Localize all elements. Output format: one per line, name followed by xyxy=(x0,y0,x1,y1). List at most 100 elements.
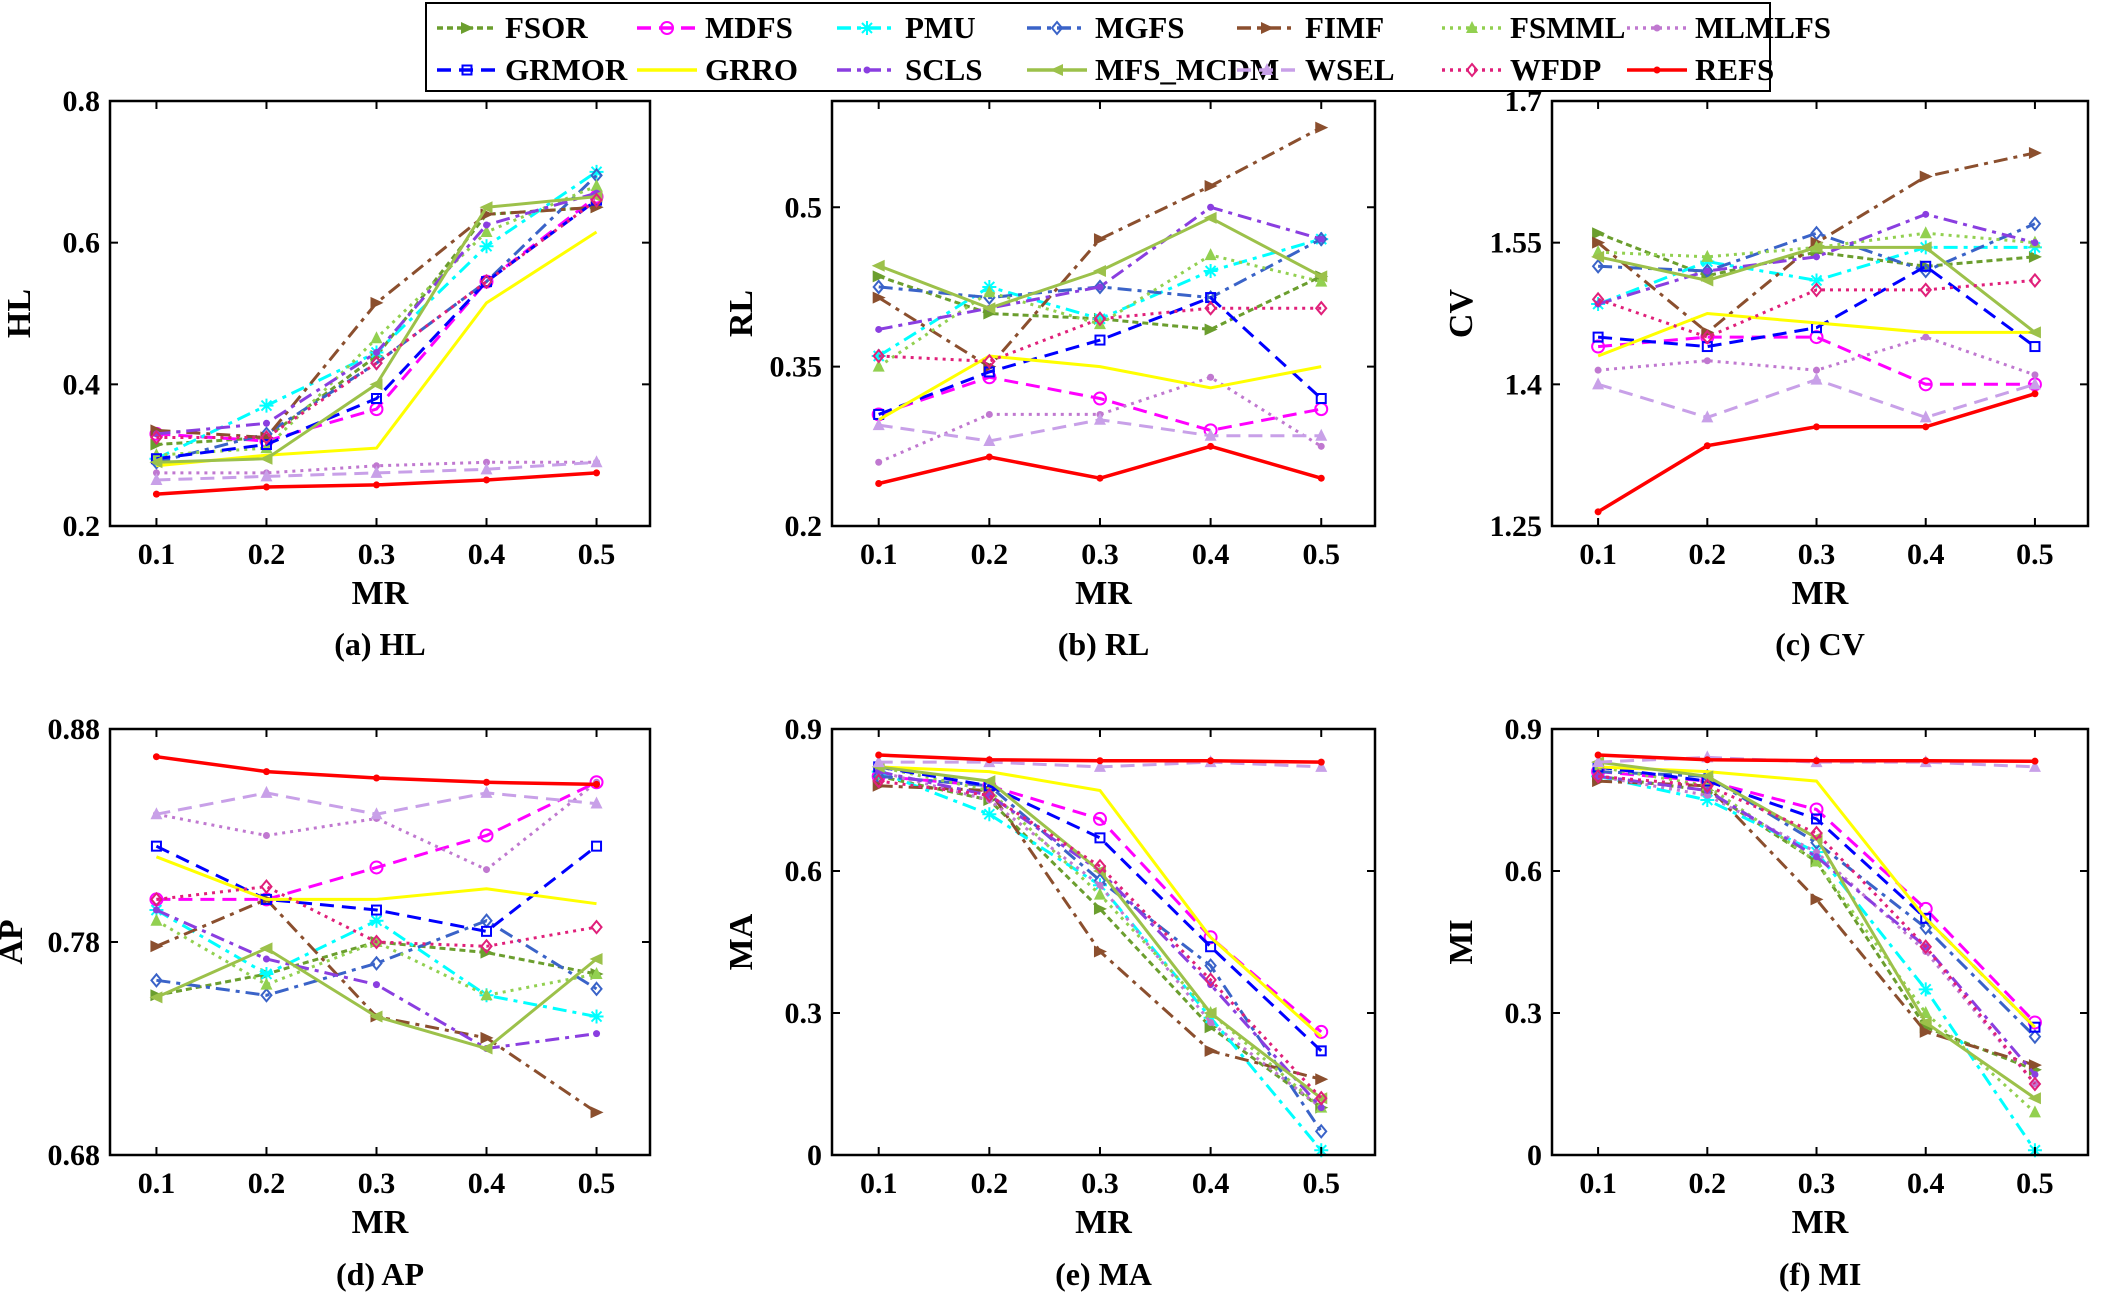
point-mlmlfs xyxy=(1922,333,1930,341)
point-grmor xyxy=(1205,941,1217,953)
point-scls xyxy=(1594,772,1602,780)
point-wsel xyxy=(590,796,603,809)
point-mfs_mcdm xyxy=(369,378,383,391)
y-tick-label: 0.9 xyxy=(785,713,823,746)
point-fimf xyxy=(1093,233,1107,246)
point-mfs_mcdm xyxy=(1203,1007,1217,1019)
point-wsel xyxy=(260,469,273,482)
point-grmor xyxy=(370,904,382,916)
point-wsel xyxy=(1810,372,1823,385)
y-tick-label: 0.2 xyxy=(63,510,101,543)
point-pmu xyxy=(479,239,494,254)
point-grmor xyxy=(591,840,603,852)
point-mfs_mcdm xyxy=(1700,770,1714,783)
point-mfs_mcdm xyxy=(1918,1016,1932,1029)
legend-swatch xyxy=(1627,24,1687,32)
legend-label: GRMOR xyxy=(505,52,628,87)
legend-item-scls: SCLS xyxy=(831,50,983,90)
legend-swatch xyxy=(437,22,497,34)
point-fimf xyxy=(590,1106,604,1119)
point-wfdp xyxy=(983,353,996,369)
point-scls xyxy=(1922,210,1930,218)
point-pmu xyxy=(259,966,274,981)
series-line-wfdp xyxy=(156,198,598,439)
point-refs xyxy=(875,751,883,759)
point-mfs_mcdm xyxy=(589,190,603,203)
point-mlmlfs xyxy=(1096,881,1104,889)
point-wfdp xyxy=(872,348,885,364)
series-line-fimf xyxy=(156,205,597,440)
point-fsmml xyxy=(590,966,603,979)
point-refs xyxy=(2031,390,2039,398)
x-axis-title: MR xyxy=(352,1204,409,1241)
legend-marker xyxy=(461,22,474,34)
chart-mi: 0.1 0.2 0.3 0.4 0.5 0 0.3 0.6 0.9 MR MI (f) MI xyxy=(1443,713,2090,1292)
point-scls xyxy=(262,955,270,963)
point-fsmml xyxy=(150,913,163,926)
point-wfdp xyxy=(1919,939,1933,955)
series-line-fsor xyxy=(1597,231,2036,278)
point-fimf xyxy=(370,296,384,309)
point-mfs_mcdm xyxy=(1591,250,1605,263)
y-axis-title: CV xyxy=(1443,289,1480,339)
y-tick-label: 0 xyxy=(807,1139,822,1172)
series-line-mgfs xyxy=(156,174,598,464)
point-wfdp xyxy=(480,274,493,290)
legend-item-wfdp: WFDP xyxy=(1436,50,1601,90)
point-grmor xyxy=(1094,832,1106,844)
point-wsel xyxy=(2028,759,2041,772)
point-fsmml xyxy=(872,359,885,372)
chart-hl: 0.1 0.2 0.3 0.4 0.5 0.2 0.4 0.6 0.8 MR HL (a) HL xyxy=(1,85,652,662)
point-mfs_mcdm xyxy=(2027,1092,2041,1105)
series-line-pmu xyxy=(878,770,1323,1152)
point-wsel xyxy=(1315,428,1328,441)
series-line-mlmlfs xyxy=(878,375,1322,464)
point-pmu xyxy=(1809,273,1824,288)
y-tick-label: 0.6 xyxy=(63,227,101,260)
point-mfs_mcdm xyxy=(982,302,996,315)
point-wfdp xyxy=(150,429,163,446)
legend: FSOR MDFS PMU MGFS FIMF FSMML MLMLFS GRMOR GRRO S… xyxy=(425,2,1831,92)
point-wfdp xyxy=(1591,768,1605,784)
point-mfs_mcdm xyxy=(982,775,996,788)
legend-item-fsor: FSOR xyxy=(431,8,588,48)
legend-swatch xyxy=(1627,66,1687,74)
series-line-mdfs xyxy=(156,195,598,443)
legend-swatch xyxy=(1237,22,1297,34)
legend-item-grro: GRRO xyxy=(631,50,798,90)
point-wfdp xyxy=(590,919,603,935)
point-mgfs xyxy=(150,972,163,988)
point-fimf xyxy=(1204,180,1218,192)
point-mfs_mcdm xyxy=(871,259,885,272)
y-tick-label: 0.6 xyxy=(785,855,823,888)
y-tick-label: 1.55 xyxy=(1490,227,1543,260)
series-group xyxy=(871,121,1329,487)
point-fimf xyxy=(1592,236,1606,249)
point-refs xyxy=(1922,423,1930,431)
x-tick-label: 0.5 xyxy=(578,538,616,571)
point-wfdp xyxy=(1204,972,1217,988)
series-line-grro xyxy=(878,765,1323,1038)
x-axis-title: MR xyxy=(1792,575,1849,612)
legend-marker xyxy=(1653,24,1661,32)
point-refs xyxy=(372,481,380,489)
y-tick-label: 0.9 xyxy=(1505,713,1543,746)
y-tick-label: 0.5 xyxy=(785,191,823,224)
series-group xyxy=(1591,750,2042,1158)
point-mfs_mcdm xyxy=(1918,241,1932,254)
point-scls xyxy=(1317,1104,1325,1112)
point-wsel xyxy=(480,785,493,798)
point-grmor xyxy=(1094,334,1106,346)
legend-label: WSEL xyxy=(1305,52,1395,87)
series-line-refs xyxy=(1597,392,2036,514)
point-refs xyxy=(593,469,601,477)
point-wsel xyxy=(1204,428,1217,441)
point-wsel xyxy=(150,807,163,820)
legend-item-pmu: PMU xyxy=(831,8,976,48)
point-fsmml xyxy=(590,179,603,191)
y-axis-title: HL xyxy=(1,289,38,338)
point-scls xyxy=(372,348,380,356)
point-wsel xyxy=(872,755,885,768)
point-grmor xyxy=(1920,260,1932,272)
legend-marker xyxy=(1050,20,1064,36)
